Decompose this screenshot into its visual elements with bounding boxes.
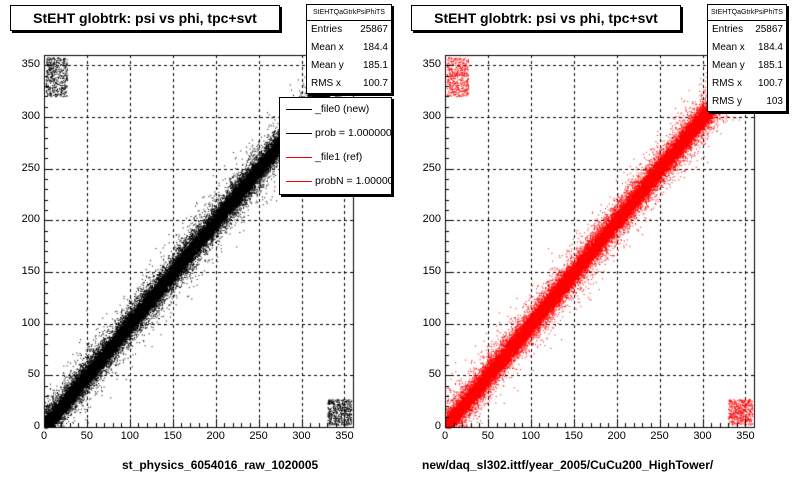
x-tick-label: 100 [120, 430, 139, 442]
left-stats-row-mean-y: Mean y 185.1 [307, 57, 391, 75]
legend-entry-prob: prob = 1.000000 [280, 122, 391, 146]
legend-entry-probn: probN = 1.000000 [280, 170, 391, 194]
legend-label: probN = 1.000000 [315, 175, 392, 187]
stats-value: 185.1 [757, 60, 783, 71]
stats-value: 100.7 [757, 78, 783, 89]
x-tick-label: 250 [650, 430, 669, 442]
x-tick-label: 200 [607, 430, 626, 442]
stats-label: Entries [311, 24, 343, 35]
stats-value: 185.1 [362, 60, 388, 71]
stats-value: 25867 [755, 24, 783, 35]
left-stats-row-rms-x: RMS x 100.7 [307, 75, 391, 93]
left-chart-title-text: StEHT globtrk: psi vs phi, tpc+svt [33, 10, 257, 26]
stats-value: 184.4 [362, 42, 388, 53]
y-tick-label: 50 [428, 368, 441, 381]
x-tick-label: 200 [206, 430, 225, 442]
legend: _file0 (new) prob = 1.000000 _file1 (ref… [279, 97, 392, 195]
x-tick-label: 0 [40, 430, 48, 442]
legend-label: _file0 (new) [315, 103, 370, 115]
stats-label: RMS x [311, 78, 341, 89]
x-tick-label: 0 [441, 430, 449, 442]
legend-label: _file1 (ref) [315, 151, 363, 163]
y-tick-label: 100 [422, 316, 441, 329]
right-chart-title: StEHT globtrk: psi vs phi, tpc+svt [411, 5, 681, 31]
y-tick-label: 250 [422, 161, 441, 174]
legend-line-swatch [286, 157, 312, 158]
x-tick-label: 350 [335, 430, 354, 442]
y-tick-label: 300 [21, 110, 40, 122]
left-stats-row-mean-x: Mean x 184.4 [307, 39, 391, 57]
x-tick-label: 300 [292, 430, 311, 442]
x-tick-label: 50 [481, 430, 495, 442]
legend-line-swatch [286, 109, 312, 110]
right-stats-row-rms-x: RMS x 100.7 [708, 75, 786, 93]
right-stats-name: StEHTQaGtrkPsiPhiTS [708, 5, 786, 21]
x-tick-label: 150 [564, 430, 583, 442]
legend-line-swatch [286, 181, 312, 182]
x-tick-label: 50 [80, 430, 94, 442]
stats-label: Mean y [712, 60, 745, 71]
legend-line-swatch [286, 133, 312, 134]
y-tick-label: 350 [21, 58, 40, 71]
right-stats-row-mean-y: Mean y 185.1 [708, 57, 786, 75]
y-tick-label: 200 [422, 213, 441, 226]
y-tick-label: 50 [27, 368, 40, 381]
left-x-axis-label: st_physics_6054016_raw_1020005 [122, 458, 319, 472]
y-tick-label: 250 [21, 161, 40, 174]
legend-label: prob = 1.000000 [315, 127, 392, 139]
left-chart-title: StEHT globtrk: psi vs phi, tpc+svt [10, 5, 280, 31]
y-tick-label: 0 [434, 420, 441, 432]
right-stats-row-rms-y: RMS y 103 [708, 93, 786, 111]
x-tick-label: 250 [249, 430, 268, 442]
y-tick-label: 100 [21, 316, 40, 329]
y-tick-label: 150 [422, 265, 441, 277]
x-tick-label: 100 [521, 430, 540, 442]
left-stats-name: StEHTQaGtrkPsiPhiTS [307, 5, 391, 21]
right-stats-row-entries: Entries 25867 [708, 21, 786, 39]
legend-entry-ref: _file1 (ref) [280, 146, 391, 170]
right-stats-row-mean-x: Mean x 184.4 [708, 39, 786, 57]
stats-label: Entries [712, 24, 744, 35]
stats-label: Mean x [712, 42, 745, 53]
y-tick-label: 150 [21, 265, 40, 277]
left-stats-box: StEHTQaGtrkPsiPhiTS Entries 25867 Mean x… [306, 4, 392, 94]
stats-value: 103 [766, 96, 783, 107]
stats-label: RMS x [712, 78, 742, 89]
y-tick-label: 200 [21, 213, 40, 226]
stats-value: 25867 [360, 24, 388, 35]
right-stats-box: StEHTQaGtrkPsiPhiTS Entries 25867 Mean x… [707, 4, 787, 112]
stats-value: 184.4 [757, 42, 783, 53]
stats-label: Mean x [311, 42, 344, 53]
right-x-axis-label: new/daq_sl302.ittf/year_2005/CuCu200_Hig… [422, 458, 714, 472]
y-tick-label: 0 [33, 420, 40, 432]
left-stats-row-entries: Entries 25867 [307, 21, 391, 39]
x-tick-label: 300 [693, 430, 712, 442]
stats-value: 100.7 [362, 78, 388, 89]
x-tick-label: 350 [736, 430, 755, 442]
y-tick-label: 350 [422, 58, 441, 71]
x-tick-label: 150 [163, 430, 182, 442]
stats-label: RMS y [712, 96, 742, 107]
y-tick-label: 300 [422, 110, 441, 122]
right-chart-title-text: StEHT globtrk: psi vs phi, tpc+svt [434, 10, 658, 26]
stats-label: Mean y [311, 60, 344, 71]
legend-entry-new: _file0 (new) [280, 98, 391, 122]
